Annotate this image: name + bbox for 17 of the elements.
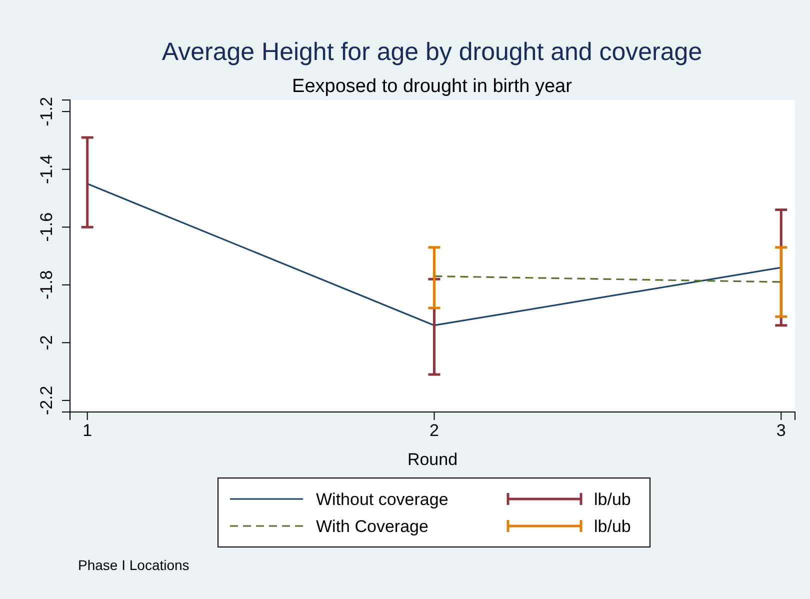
legend-label: lb/ub [594, 490, 631, 509]
x-axis-title: Round [407, 450, 458, 469]
x-tick-label: 2 [430, 421, 439, 440]
y-tick-label: -1.6 [36, 212, 56, 242]
y-tick-label: -2.2 [36, 386, 56, 416]
text: Phase I Locations [78, 557, 190, 573]
y-tick-label: -2 [36, 335, 56, 350]
y-tick-label: -1.8 [36, 270, 56, 300]
y-tick-label: -1.2 [36, 96, 56, 126]
chart-subtitle: Eexposed to drought in birth year [292, 76, 573, 97]
chart-title: Average Height for age by drought and coverage [162, 38, 702, 66]
legend-label: With Coverage [316, 517, 428, 536]
y-tick-label: -1.4 [36, 154, 56, 184]
legend-label: lb/ub [594, 517, 631, 536]
x-tick-label: 3 [776, 421, 786, 440]
x-tick-label: 1 [82, 421, 92, 440]
legend-label: Without coverage [316, 490, 448, 509]
